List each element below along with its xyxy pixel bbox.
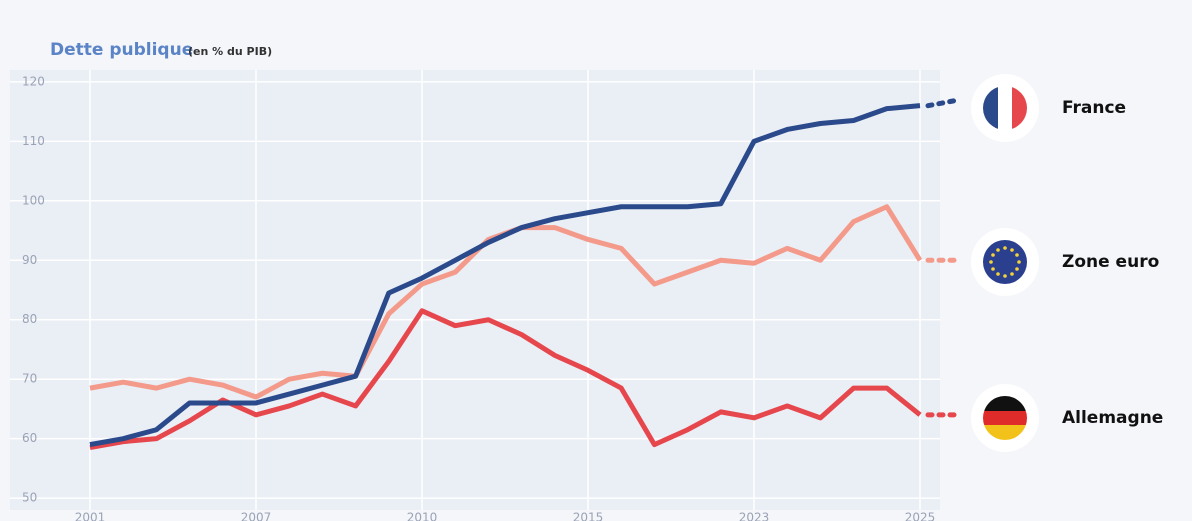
x-tick-label: 2025 [905, 511, 936, 521]
legend-label: Allemagne [1062, 408, 1163, 428]
chart-title: Dette publique [50, 40, 193, 60]
y-tick-label: 80 [22, 312, 37, 326]
x-tick-label: 2001 [75, 511, 106, 521]
grid [10, 70, 940, 510]
y-tick-label: 70 [22, 372, 37, 386]
chart-subtitle: (en % du PIB) [188, 45, 272, 58]
x-tick-label: 2007 [241, 511, 272, 521]
x-tick-label: 2015 [573, 511, 604, 521]
y-tick-label: 60 [22, 431, 37, 445]
flag-germany [971, 384, 1039, 452]
y-tick-label: 120 [22, 74, 45, 88]
y-tick-label: 50 [22, 491, 37, 505]
y-tick-label: 110 [22, 134, 45, 148]
legend-label: Zone euro [1062, 252, 1159, 272]
y-tick-label: 100 [22, 193, 45, 207]
y-tick-label: 90 [22, 253, 37, 267]
plot-area [10, 70, 940, 510]
line-series [89, 103, 921, 448]
x-tick-label: 2023 [739, 511, 770, 521]
flag-france [971, 74, 1039, 142]
line-continuation [925, 97, 963, 109]
x-tick-label: 2010 [407, 511, 438, 521]
legend-label: France [1062, 98, 1126, 118]
flag-eu [971, 228, 1039, 296]
